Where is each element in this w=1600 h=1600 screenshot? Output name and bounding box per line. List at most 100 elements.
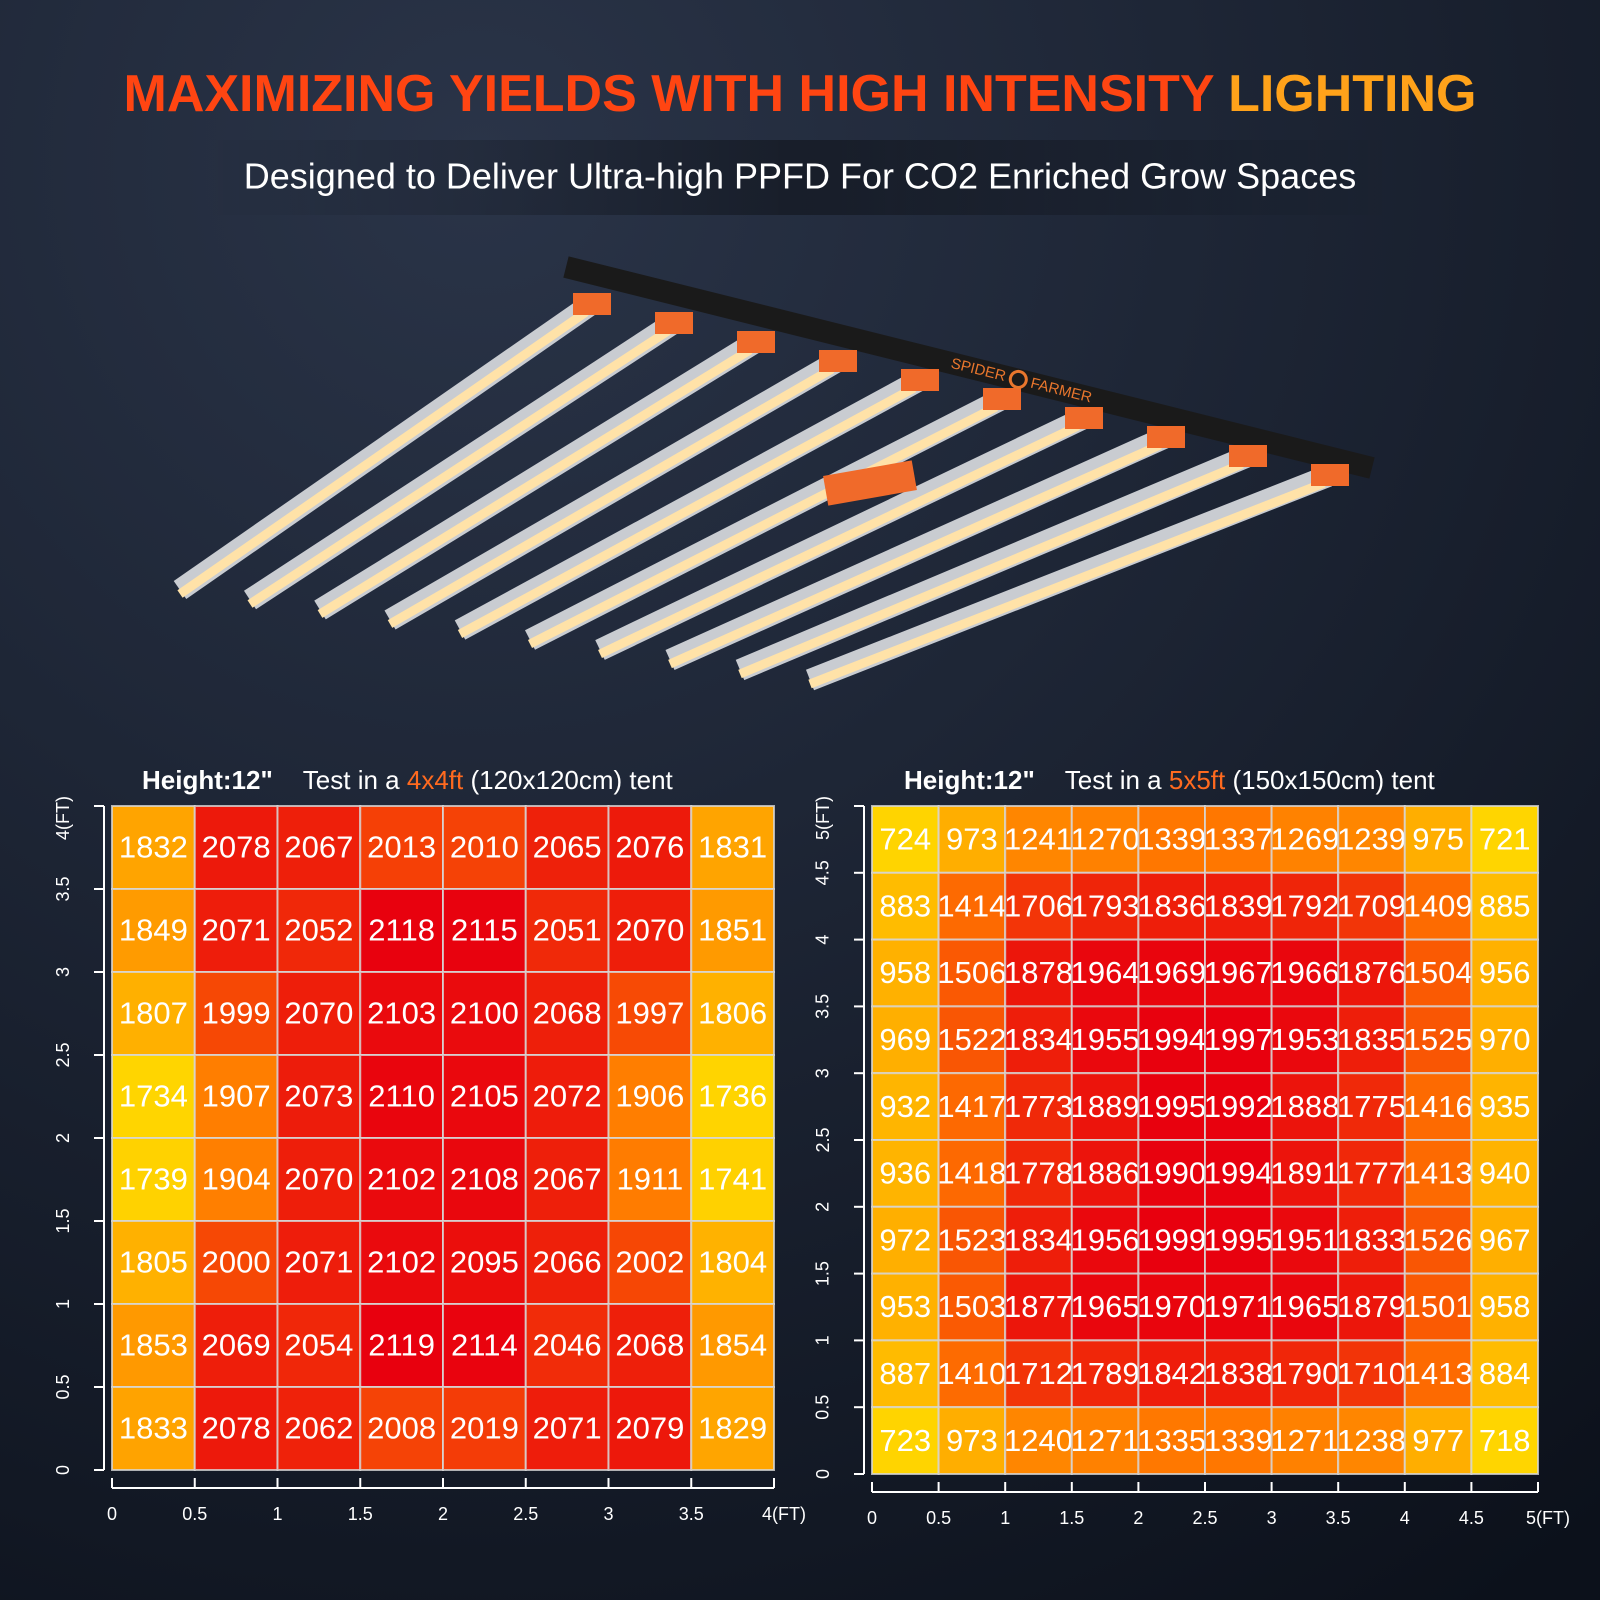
cell-value: 1994 bbox=[1204, 1156, 1273, 1191]
x-tick-label: 1.5 bbox=[1059, 1508, 1084, 1528]
cell-value: 2071 bbox=[284, 1245, 353, 1280]
heatmap-cell bbox=[1470, 871, 1540, 941]
heatmap-cell bbox=[1070, 1072, 1140, 1141]
header-size: 4x4ft bbox=[407, 765, 464, 795]
cell-value: 1832 bbox=[119, 830, 188, 865]
heatmap-cell bbox=[1403, 1406, 1473, 1475]
heatmap-cell bbox=[690, 888, 775, 973]
cell-value: 1339 bbox=[1137, 822, 1206, 857]
cell-value: 1504 bbox=[1404, 955, 1473, 990]
x-tick-label: 4 bbox=[1400, 1508, 1410, 1528]
heatmap-cell bbox=[1270, 938, 1340, 1008]
cell-value: 1839 bbox=[1204, 888, 1273, 923]
cell-value: 1964 bbox=[1071, 955, 1140, 990]
cell-value: 885 bbox=[1479, 888, 1531, 923]
cell-value: 1339 bbox=[1204, 1423, 1273, 1458]
cell-value: 1239 bbox=[1337, 822, 1406, 857]
heatmap-cell bbox=[1070, 1139, 1140, 1208]
led-strip bbox=[598, 421, 1080, 659]
cell-value: 958 bbox=[1479, 1289, 1531, 1324]
cell-value: 1413 bbox=[1404, 1356, 1473, 1391]
heatmap-cell bbox=[111, 1220, 196, 1305]
cell-value: 1238 bbox=[1337, 1423, 1406, 1458]
header-height: Height:12" bbox=[904, 765, 1035, 795]
x-tick-label: 2 bbox=[438, 1504, 448, 1524]
cell-value: 1806 bbox=[698, 996, 767, 1031]
cell-value: 1953 bbox=[1270, 1022, 1339, 1057]
cell-value: 1793 bbox=[1071, 888, 1140, 923]
heatmap-cell bbox=[111, 971, 196, 1056]
heatmap-cell bbox=[276, 1137, 362, 1222]
heatmap-cell bbox=[193, 1137, 279, 1222]
x-tick-label: 0 bbox=[867, 1508, 877, 1528]
cell-value: 2079 bbox=[615, 1411, 684, 1446]
cell-value: 1965 bbox=[1270, 1289, 1339, 1324]
cell-value: 1269 bbox=[1270, 822, 1339, 857]
x-tick-label: 2 bbox=[1133, 1508, 1143, 1528]
heatmap-cell bbox=[1270, 1339, 1340, 1409]
heatmap-cell bbox=[111, 888, 196, 973]
y-tick-label: 4.5 bbox=[813, 860, 833, 885]
light-fixture: SPIDER FARMER bbox=[173, 256, 1375, 691]
x-tick-label: 4(FT) bbox=[762, 1504, 806, 1524]
cell-value: 1997 bbox=[1204, 1022, 1273, 1057]
cell-value: 1831 bbox=[698, 830, 767, 865]
cell-value: 969 bbox=[879, 1022, 931, 1057]
heatmap-cell bbox=[1403, 805, 1473, 874]
x-tick-label: 3 bbox=[1267, 1508, 1277, 1528]
cell-value: 1833 bbox=[119, 1411, 188, 1446]
end-cap bbox=[1147, 426, 1185, 448]
heatmap-cell bbox=[524, 1386, 610, 1471]
cell-value: 1911 bbox=[617, 1162, 684, 1197]
led-strip bbox=[808, 478, 1326, 689]
cell-value: 1966 bbox=[1270, 955, 1339, 990]
heatmap-cell bbox=[276, 888, 362, 973]
cell-value: 2102 bbox=[367, 1245, 436, 1280]
subtitle: Designed to Deliver Ultra-high PPFD For … bbox=[244, 156, 1356, 197]
heatmap-cell bbox=[871, 1072, 940, 1141]
cell-value: 1741 bbox=[698, 1162, 767, 1197]
cell-value: 2062 bbox=[284, 1411, 353, 1446]
heatmap-cell bbox=[359, 1220, 444, 1305]
end-cap bbox=[983, 388, 1021, 410]
heatmap-cell bbox=[1403, 1072, 1473, 1141]
cell-value: 1956 bbox=[1071, 1222, 1140, 1257]
heatmap-cell bbox=[1337, 1139, 1406, 1208]
cell-value: 1990 bbox=[1137, 1156, 1206, 1191]
x-tick-label: 0.5 bbox=[182, 1504, 207, 1524]
cell-value: 1999 bbox=[202, 996, 271, 1031]
cell-value: 2071 bbox=[533, 1411, 602, 1446]
cell-value: 2114 bbox=[451, 1328, 518, 1363]
cell-value: 723 bbox=[879, 1423, 931, 1458]
heatmap-cell bbox=[193, 1386, 279, 1471]
cell-value: 2065 bbox=[533, 830, 602, 865]
y-tick-label: 5(FT) bbox=[813, 796, 833, 840]
heatmap-cell bbox=[524, 1303, 610, 1388]
cell-value: 1891 bbox=[1270, 1156, 1339, 1191]
heatmap-cell bbox=[1070, 805, 1140, 874]
cell-value: 1271 bbox=[1270, 1423, 1339, 1458]
heatmap-chart: Height:12" Test in a 4x4ft (120x120cm) te… bbox=[53, 765, 806, 1524]
heatmap-cell bbox=[1137, 805, 1207, 874]
heatmap-cell bbox=[607, 1386, 693, 1471]
end-cap bbox=[901, 369, 939, 391]
led-strip bbox=[247, 327, 671, 608]
cell-value: 2108 bbox=[450, 1162, 519, 1197]
y-tick-label: 2.5 bbox=[813, 1127, 833, 1152]
cell-value: 932 bbox=[879, 1089, 931, 1124]
heatmap-cell bbox=[1204, 1406, 1273, 1475]
cell-value: 1805 bbox=[119, 1245, 188, 1280]
heatmap-cell bbox=[1470, 1205, 1540, 1275]
heatmap-cell bbox=[111, 1054, 196, 1139]
cell-value: 2008 bbox=[367, 1411, 436, 1446]
heatmap-cell bbox=[442, 1386, 527, 1471]
subtitle-band bbox=[200, 140, 1400, 215]
y-tick-label: 0.5 bbox=[813, 1395, 833, 1420]
cell-value: 977 bbox=[1412, 1423, 1464, 1458]
cell-value: 1888 bbox=[1270, 1089, 1339, 1124]
cell-value: 973 bbox=[946, 1423, 998, 1458]
cell-value: 1712 bbox=[1004, 1356, 1073, 1391]
heatmap-cell bbox=[690, 805, 775, 890]
y-tick-label: 1 bbox=[53, 1299, 73, 1309]
cell-value: 2072 bbox=[533, 1079, 602, 1114]
